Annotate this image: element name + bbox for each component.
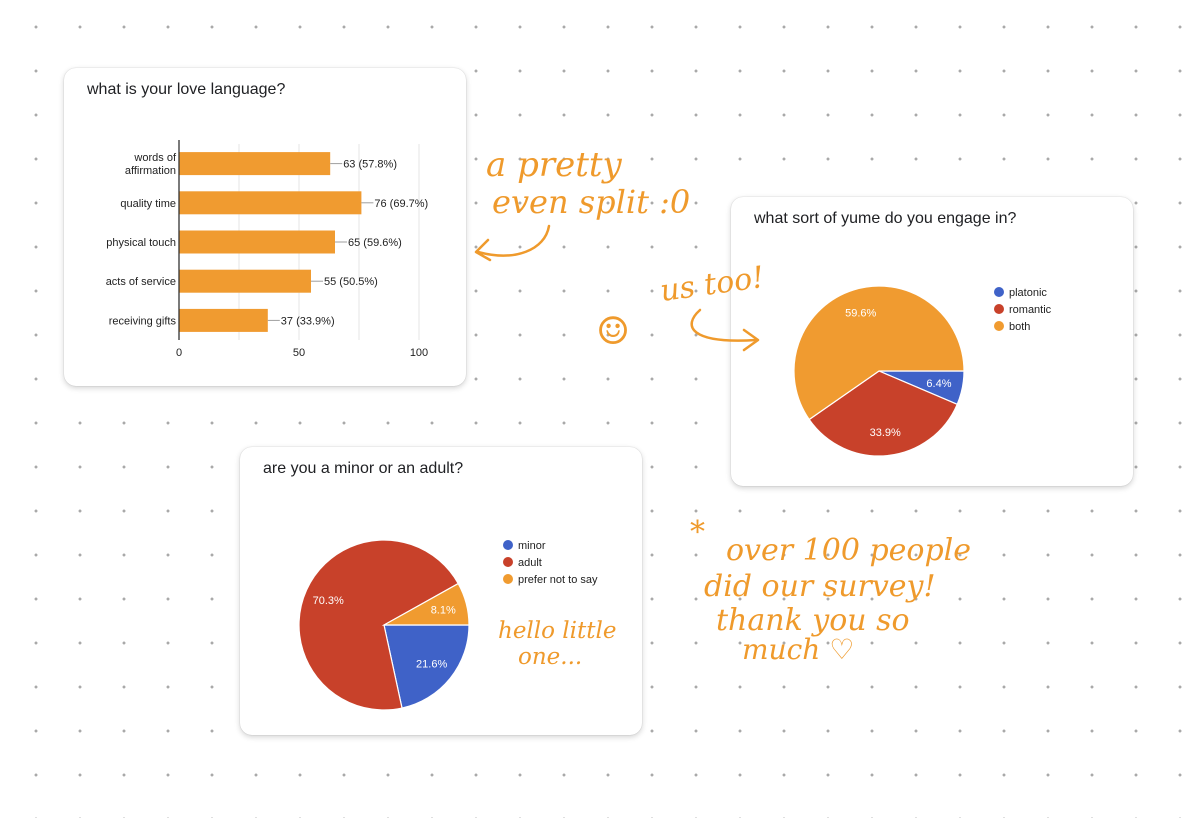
- pie-slice: [383, 624, 470, 709]
- note-even-split-line2: even split :0: [492, 183, 691, 221]
- pie-slice: [298, 539, 460, 711]
- pie-slice: [381, 582, 470, 626]
- curved-arrow-left-icon: [476, 224, 551, 257]
- smiley-icon: ☺: [596, 309, 631, 353]
- x-tick-label: 50: [293, 347, 305, 359]
- curved-arrow-left-head-icon: [474, 238, 492, 262]
- bar: [179, 269, 311, 293]
- data-label: 63 (57.8%): [343, 159, 397, 171]
- legend-label: romantic: [1009, 304, 1052, 316]
- category-label: quality time: [120, 198, 176, 210]
- note-survey-line2: did our survey!: [704, 569, 936, 604]
- yume-card: what sort of yume do you engage in? 6.4%…: [731, 197, 1133, 486]
- legend-marker: [994, 304, 1004, 314]
- legend-marker: [503, 557, 513, 567]
- category-label: receiving gifts: [109, 315, 177, 327]
- data-label: 65 (59.6%): [348, 237, 402, 249]
- love-language-title: what is your love language?: [87, 81, 286, 98]
- data-label: 76 (69.7%): [374, 198, 428, 210]
- pie-data-label: 59.6%: [845, 308, 876, 320]
- pie-data-label: 6.4%: [926, 378, 951, 390]
- x-tick-label: 0: [176, 347, 182, 359]
- note-hello-little-line1: hello little: [498, 618, 617, 644]
- legend-marker: [994, 287, 1004, 297]
- pie-data-label: 70.3%: [313, 595, 344, 607]
- yume-pie-chart: 6.4% 33.9% 59.6% platonic romantic both: [793, 285, 1052, 457]
- category-label: acts of service: [106, 276, 176, 288]
- age-title: are you a minor or an adult?: [263, 460, 464, 477]
- note-survey-line4: much ♡: [742, 633, 855, 666]
- category-label: words of: [133, 152, 177, 164]
- pie-slice: [808, 370, 958, 457]
- legend-label: minor: [518, 540, 546, 552]
- legend-label: prefer not to say: [518, 574, 598, 586]
- note-survey-line3: thank you so: [716, 603, 910, 638]
- data-label: 55 (50.5%): [324, 276, 378, 288]
- age-pie-chart: 21.6% 70.3% 8.1% minor adult prefer not to sa…: [298, 539, 598, 711]
- x-tick-label: 100: [410, 347, 428, 359]
- category-label: physical touch: [106, 237, 176, 249]
- category-label: affirmation: [125, 165, 176, 177]
- pie-data-label: 21.6%: [416, 658, 447, 670]
- note-hello-little-line2: one...: [518, 644, 583, 670]
- asterisk-icon: *: [690, 515, 705, 550]
- legend-label: platonic: [1009, 287, 1047, 299]
- legend-marker: [503, 574, 513, 584]
- bar: [179, 308, 268, 332]
- bar: [179, 191, 362, 215]
- pie-data-label: 8.1%: [431, 605, 456, 617]
- pie-data-label: 33.9%: [870, 427, 901, 439]
- bar: [179, 152, 331, 176]
- legend-label: adult: [518, 557, 542, 569]
- data-label: 37 (33.9%): [281, 315, 335, 327]
- love-language-card: what is your love language? 0 50 100 63 (57…: [64, 68, 466, 386]
- bar: [179, 230, 335, 254]
- legend-label: both: [1009, 321, 1030, 333]
- legend-marker: [994, 321, 1004, 331]
- yume-title: what sort of yume do you engage in?: [754, 210, 1017, 227]
- note-even-split-line1: a pretty: [486, 145, 622, 185]
- pie-slice: [793, 285, 965, 421]
- age-card: are you a minor or an adult? 21.6% 70.3% 8…: [240, 447, 642, 735]
- note-survey-line1: over 100 people: [726, 533, 972, 568]
- legend-marker: [503, 540, 513, 550]
